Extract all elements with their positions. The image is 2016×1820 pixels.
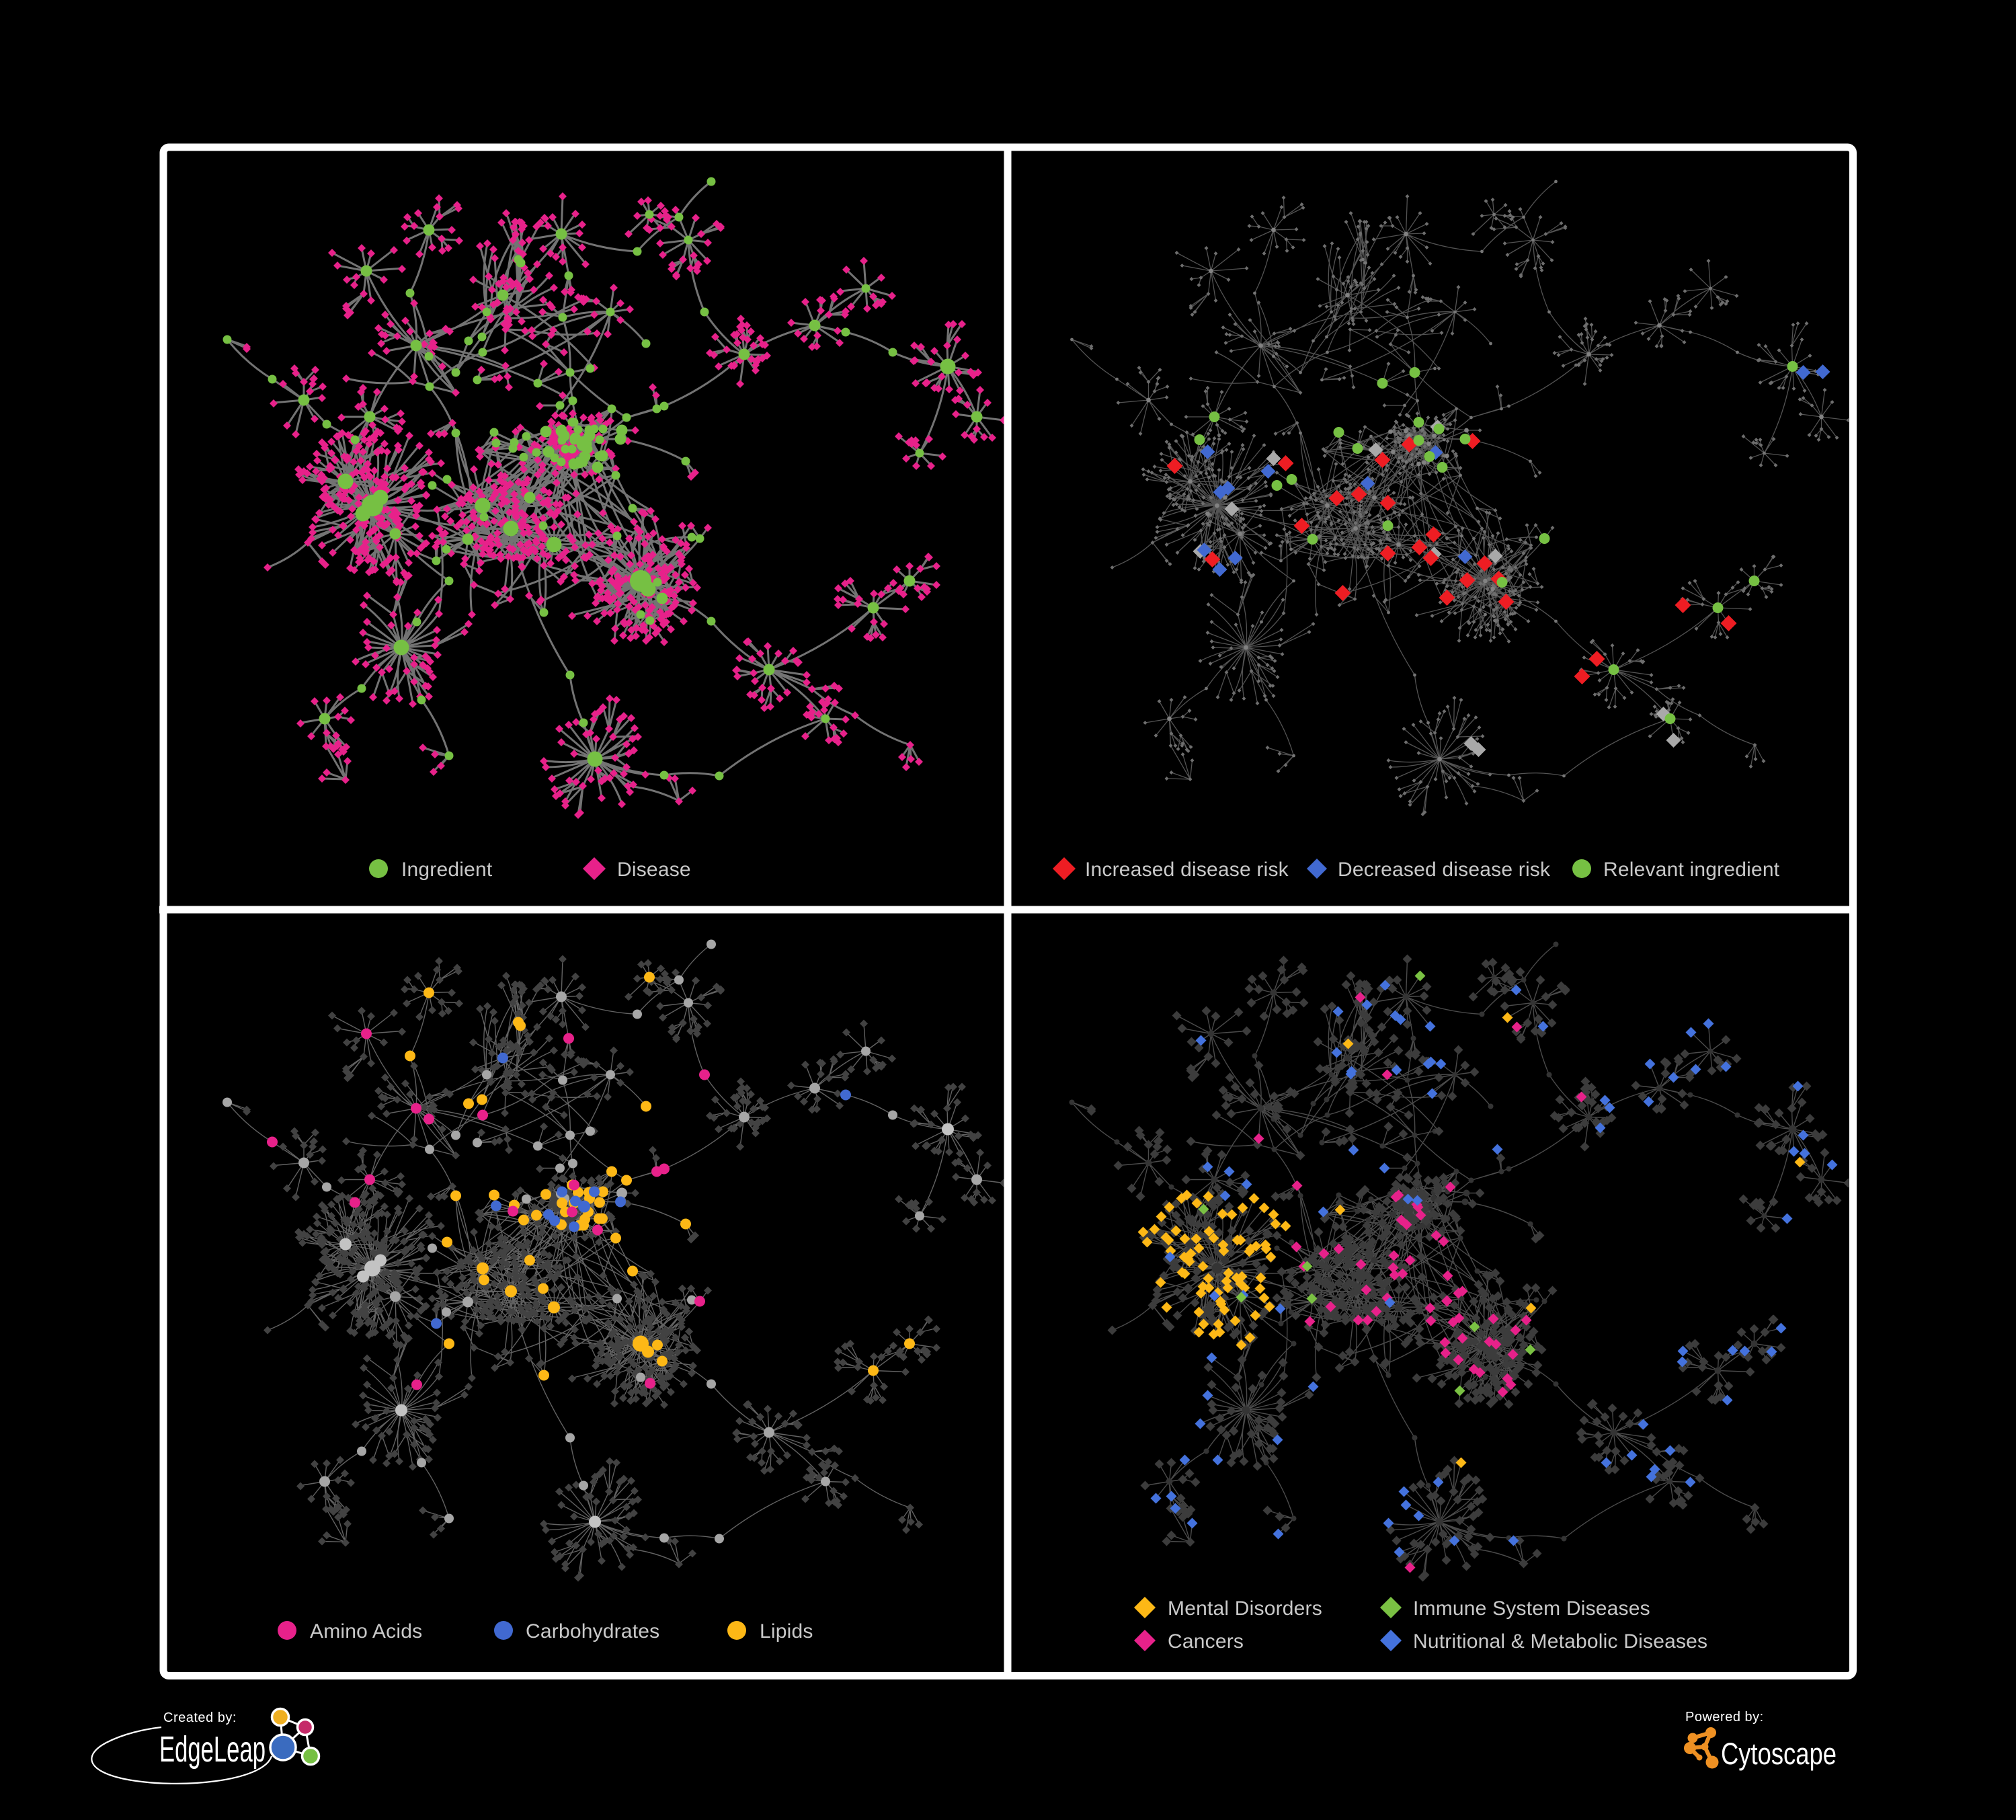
svg-text:Ingredient: Ingredient	[401, 859, 493, 881]
svg-text:Carbohydrates: Carbohydrates	[526, 1620, 659, 1643]
svg-text:Amino Acids: Amino Acids	[310, 1620, 422, 1643]
svg-text:Disease: Disease	[617, 859, 691, 881]
svg-text:Cytoscape: Cytoscape	[1721, 1737, 1837, 1771]
svg-text:Decreased disease risk: Decreased disease risk	[1338, 859, 1551, 881]
svg-text:Relevant ingredient: Relevant ingredient	[1603, 859, 1780, 881]
svg-text:Immune System Diseases: Immune System Diseases	[1413, 1597, 1650, 1620]
svg-text:Created by:: Created by:	[163, 1710, 237, 1725]
svg-text:Powered by:: Powered by:	[1685, 1710, 1764, 1725]
svg-text:Cancers: Cancers	[1168, 1630, 1244, 1653]
svg-text:EdgeLeap: EdgeLeap	[159, 1729, 266, 1770]
svg-text:Mental Disorders: Mental Disorders	[1168, 1597, 1322, 1620]
svg-text:Nutritional & Metabolic Diseas: Nutritional & Metabolic Diseases	[1413, 1630, 1707, 1653]
svg-text:Increased disease risk: Increased disease risk	[1085, 859, 1289, 881]
svg-text:Lipids: Lipids	[760, 1620, 813, 1643]
